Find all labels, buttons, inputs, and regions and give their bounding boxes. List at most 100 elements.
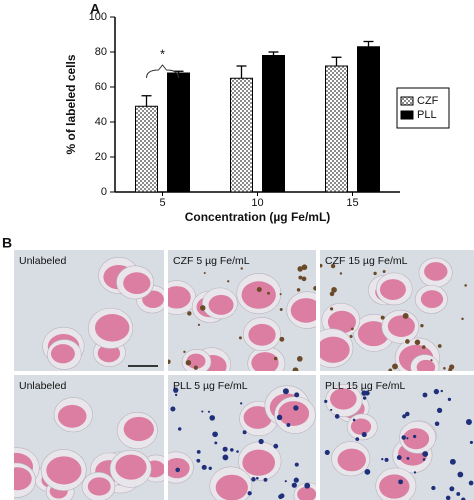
cell-nucleus xyxy=(14,467,32,491)
cell-nucleus xyxy=(94,314,130,342)
micrograph-label: PLL 15 µg Fe/mL xyxy=(325,380,406,392)
iron-deposit xyxy=(296,288,301,292)
cell-nucleus xyxy=(123,272,151,295)
cell-nucleus xyxy=(320,336,350,363)
iron-deposit xyxy=(174,393,178,397)
legend-label: PLL xyxy=(417,109,437,121)
iron-deposit xyxy=(279,336,285,342)
iron-deposit xyxy=(329,291,335,297)
cell-nucleus xyxy=(379,279,406,300)
iron-deposit xyxy=(263,477,268,482)
micrograph-label: CZF 15 µg Fe/mL xyxy=(325,255,408,267)
iron-deposit xyxy=(214,441,218,445)
cell-nucleus xyxy=(97,344,121,363)
cell-nucleus xyxy=(278,401,310,426)
iron-deposit xyxy=(209,415,215,421)
micrograph-label: Unlabeled xyxy=(19,255,66,267)
cell-nucleus xyxy=(387,315,415,338)
iron-deposit xyxy=(414,339,421,346)
y-tick-label: 80 xyxy=(95,46,107,58)
iron-deposit xyxy=(278,494,283,500)
y-axis-label: % of labeled cells xyxy=(64,54,78,154)
cell-nucleus xyxy=(402,428,430,450)
bar xyxy=(230,77,253,193)
iron-deposit xyxy=(422,458,426,461)
cell-nucleus xyxy=(115,454,147,480)
iron-deposit xyxy=(402,414,407,419)
bar xyxy=(325,65,348,193)
cell-nucleus xyxy=(420,290,444,308)
cell-nucleus xyxy=(168,286,191,309)
iron-deposit xyxy=(222,454,229,461)
iron-deposit xyxy=(381,458,384,461)
iron-deposit xyxy=(196,458,201,463)
iron-deposit xyxy=(380,315,385,320)
iron-deposit xyxy=(185,359,192,366)
iron-deposit xyxy=(320,263,323,268)
iron-deposit xyxy=(384,457,389,462)
iron-deposit xyxy=(413,434,417,439)
iron-deposit xyxy=(449,486,455,492)
iron-deposit xyxy=(464,284,467,287)
iron-deposit xyxy=(324,449,330,455)
iron-deposit xyxy=(296,356,303,362)
legend-swatch xyxy=(400,110,414,120)
iron-deposit xyxy=(293,477,299,483)
cell-nucleus xyxy=(123,416,154,442)
significance-bracket xyxy=(146,64,179,79)
micrograph-label: Unlabeled xyxy=(19,380,66,392)
iron-deposit xyxy=(402,312,409,319)
cell-nucleus xyxy=(379,474,410,499)
iron-deposit xyxy=(355,437,360,441)
legend-box xyxy=(396,87,450,129)
iron-deposit xyxy=(258,438,264,445)
iron-deposit xyxy=(449,458,456,465)
iron-deposit xyxy=(201,410,204,413)
iron-deposit xyxy=(392,363,398,370)
cell-nucleus xyxy=(50,344,75,364)
annotation: * xyxy=(160,46,165,61)
iron-deposit xyxy=(222,446,228,452)
iron-deposit xyxy=(175,467,180,473)
micrograph xyxy=(168,250,316,371)
iron-deposit xyxy=(173,387,179,393)
iron-deposit xyxy=(201,464,207,470)
micrograph xyxy=(320,375,474,500)
y-tick-label: 60 xyxy=(95,81,107,93)
iron-deposit xyxy=(238,336,242,340)
iron-deposit xyxy=(276,414,283,421)
iron-deposit xyxy=(422,451,429,457)
iron-deposit xyxy=(230,448,234,452)
iron-deposit xyxy=(422,392,428,398)
iron-deposit xyxy=(406,437,409,440)
iron-deposit xyxy=(240,402,243,405)
iron-deposit xyxy=(436,407,443,414)
iron-deposit xyxy=(199,305,206,311)
cell-nucleus xyxy=(208,294,234,315)
iron-deposit xyxy=(405,411,410,417)
panel-label: B xyxy=(2,235,12,251)
iron-deposit xyxy=(405,339,410,344)
cell-nucleus xyxy=(215,474,248,500)
iron-deposit xyxy=(362,396,367,400)
cell-nucleus xyxy=(330,388,357,410)
iron-deposit xyxy=(207,410,211,413)
iron-deposit xyxy=(396,455,402,460)
iron-deposit xyxy=(292,367,299,371)
cell-nucleus xyxy=(416,359,436,371)
iron-deposit xyxy=(445,495,451,500)
cell-nucleus xyxy=(424,262,448,281)
iron-deposit xyxy=(443,366,446,370)
iron-deposit xyxy=(420,323,424,328)
iron-deposit xyxy=(447,397,452,401)
iron-deposit xyxy=(240,267,243,270)
bar xyxy=(357,46,380,193)
micrograph xyxy=(168,375,316,500)
cell-nucleus xyxy=(46,456,82,485)
cell-nucleus xyxy=(243,406,272,429)
iron-deposit xyxy=(247,491,252,496)
cell-nucleus xyxy=(87,477,111,496)
cell-nucleus xyxy=(251,352,279,371)
iron-deposit xyxy=(294,392,300,398)
